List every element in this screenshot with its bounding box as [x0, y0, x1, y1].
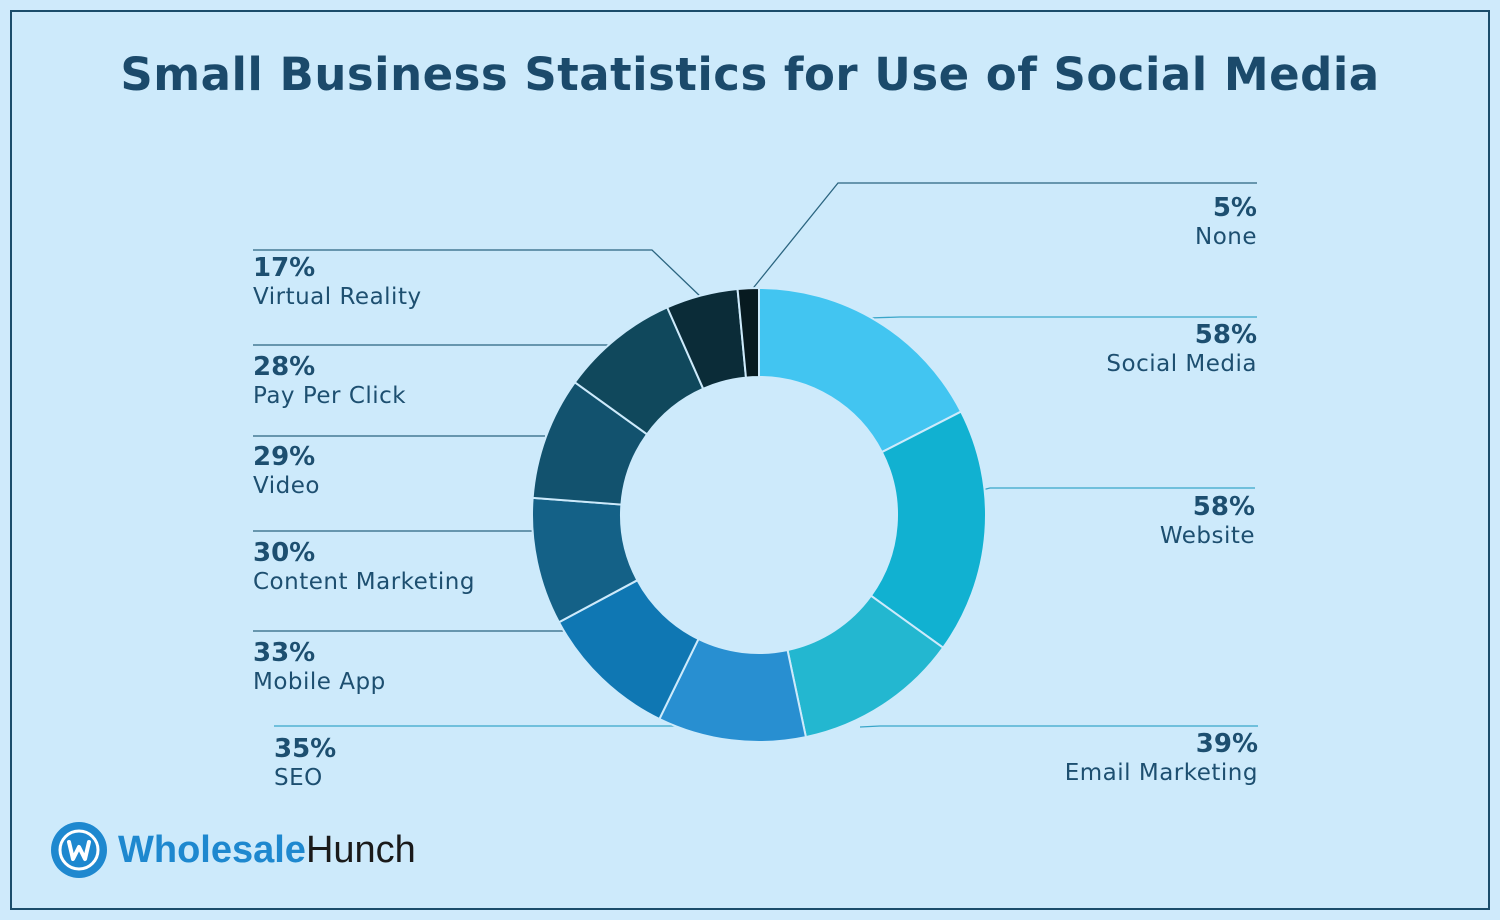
- donut-slices: [531, 286, 987, 743]
- slice-none: [736, 286, 760, 379]
- slice-percent: 33%: [253, 638, 316, 668]
- slice-percent: 5%: [1212, 193, 1257, 223]
- leader-line-virtual-reality: [253, 249, 703, 299]
- slice-label-virtual-reality: 17% Virtual Reality: [253, 253, 422, 311]
- slice-name: SEO: [274, 765, 323, 791]
- slice-name: Pay Per Click: [253, 383, 407, 409]
- chart-title: Small Business Statistics for Use of Soc…: [120, 48, 1380, 101]
- slice-label-email-marketing: 39% Email Marketing: [1065, 729, 1258, 787]
- slice-name: Website: [1159, 523, 1255, 549]
- slice-label-pay-per-click: 28% Pay Per Click: [253, 352, 406, 410]
- brand-word-2: Hunch: [305, 828, 416, 871]
- chart-frame: [10, 10, 1490, 910]
- slice-percent: 17%: [253, 253, 316, 283]
- slice-label-mobile-app: 33% Mobile App: [253, 638, 386, 696]
- brand-wordmark: WholesaleHunch: [118, 829, 416, 872]
- slice-percent: 28%: [253, 352, 316, 382]
- slice-percent: 30%: [253, 538, 316, 568]
- leader-line-none: [749, 182, 1257, 293]
- slice-percent: 39%: [1195, 729, 1258, 759]
- slice-name: None: [1194, 224, 1257, 250]
- brand-logo: WholesaleHunch: [50, 820, 416, 880]
- slice-name: Content Marketing: [253, 569, 475, 595]
- slice-label-seo: 35% SEO: [274, 734, 336, 792]
- slice-name: Virtual Reality: [253, 284, 422, 310]
- slice-name: Mobile App: [253, 669, 386, 695]
- slice-percent: 35%: [274, 734, 337, 764]
- slice-label-content-marketing: 30% Content Marketing: [253, 538, 475, 596]
- slice-name: Video: [253, 473, 320, 499]
- slice-percent: 29%: [253, 442, 316, 472]
- slice-percent: 58%: [1194, 320, 1257, 350]
- leader-line-website: [981, 487, 1255, 491]
- leader-line-seo: [274, 725, 701, 731]
- slice-label-website: 58% Website: [1160, 492, 1255, 550]
- brand-word-1: Wholesale: [118, 828, 306, 871]
- slice-label-video: 29% Video: [253, 442, 320, 500]
- slice-label-social-media: 58% Social Media: [1106, 320, 1257, 378]
- brand-mark-icon: [51, 822, 107, 878]
- slice-name: Email Marketing: [1064, 760, 1258, 786]
- leader-line-social-media: [867, 316, 1257, 319]
- leader-line-email-marketing: [859, 725, 1258, 728]
- slice-name: Social Media: [1106, 351, 1257, 377]
- slice-percent: 58%: [1192, 492, 1255, 522]
- slice-label-none: 5% None: [1195, 193, 1257, 251]
